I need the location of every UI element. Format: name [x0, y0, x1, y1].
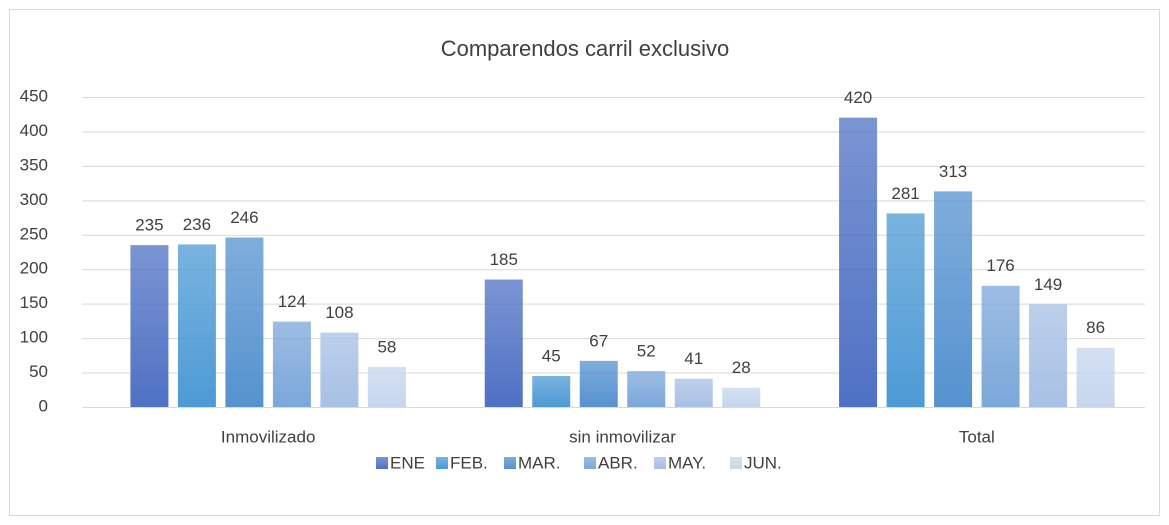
y-tick-label: 200 [20, 259, 48, 278]
bar [532, 376, 571, 407]
data-label: 176 [986, 256, 1014, 275]
x-tick-label: sin inmovilizar [569, 427, 676, 446]
bar [981, 285, 1020, 407]
legend-swatch [584, 457, 596, 469]
bar [627, 371, 666, 407]
legend-swatch [654, 457, 666, 469]
bar [177, 244, 216, 407]
data-label: 185 [490, 250, 518, 269]
data-label: 67 [589, 331, 608, 350]
bar [579, 360, 618, 407]
data-label: 58 [377, 338, 396, 357]
y-tick-label: 400 [20, 121, 48, 140]
bar [1029, 304, 1068, 407]
chart-title: Comparendos carril exclusivo [441, 36, 730, 61]
data-label: 52 [637, 342, 656, 361]
bar [674, 378, 713, 407]
data-label: 235 [135, 216, 163, 235]
bar [367, 367, 406, 407]
y-tick-label: 0 [39, 396, 48, 415]
data-label: 108 [325, 303, 353, 322]
data-label: 236 [183, 215, 211, 234]
bar [272, 321, 311, 407]
data-label: 149 [1034, 275, 1062, 294]
data-label: 124 [278, 292, 306, 311]
data-label: 86 [1086, 318, 1105, 337]
bar [722, 387, 761, 407]
bar [320, 332, 359, 407]
y-tick-label: 250 [20, 224, 48, 243]
bar [225, 237, 264, 407]
x-tick-label: Inmovilizado [221, 427, 316, 446]
y-tick-label: 300 [20, 190, 48, 209]
data-label: 313 [939, 162, 967, 181]
y-tick-label: 450 [20, 86, 48, 105]
data-label: 420 [844, 88, 872, 107]
y-tick-label: 150 [20, 293, 48, 312]
data-label: 45 [542, 346, 561, 365]
y-tick-label: 350 [20, 155, 48, 174]
x-tick-label: Total [959, 427, 995, 446]
data-label: 41 [684, 349, 703, 368]
legend-swatch [730, 457, 742, 469]
y-tick-label: 50 [29, 362, 48, 381]
legend-swatch [436, 457, 448, 469]
bar [1076, 347, 1115, 407]
legend-label: ENE [390, 453, 425, 472]
legend-label: MAY. [668, 453, 706, 472]
y-tick-label: 100 [20, 328, 48, 347]
data-label: 28 [732, 358, 751, 377]
legend-swatch [504, 457, 516, 469]
legend-label: MAR. [518, 453, 561, 472]
bar [130, 245, 169, 407]
data-label: 281 [891, 184, 919, 203]
bar [484, 279, 523, 407]
legend-swatch [376, 457, 388, 469]
bar [839, 117, 878, 408]
bar [886, 213, 925, 407]
data-label: 246 [230, 208, 258, 227]
legend-label: FEB. [450, 453, 488, 472]
legend-label: ABR. [598, 453, 638, 472]
legend-label: JUN. [744, 453, 782, 472]
bar [934, 191, 973, 407]
